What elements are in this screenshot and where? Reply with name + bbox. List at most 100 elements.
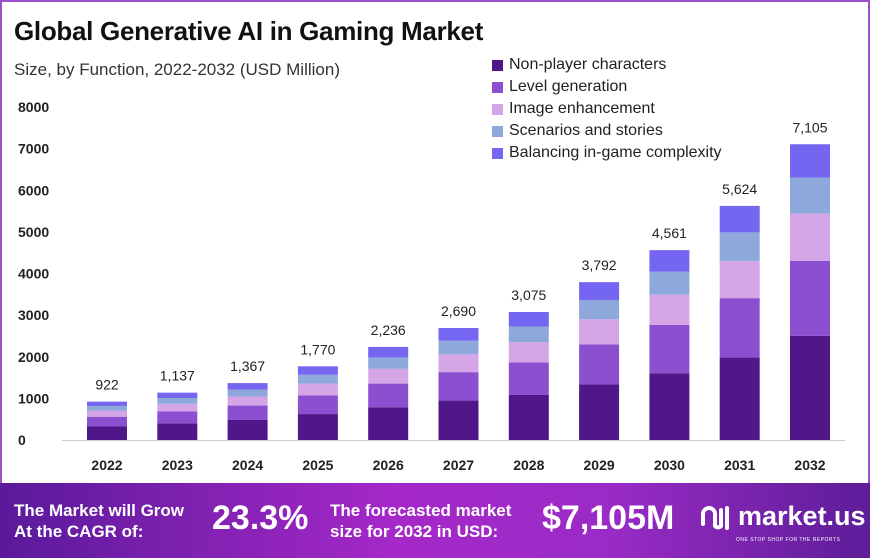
total-label: 5,624 xyxy=(722,181,757,197)
legend-label: Non-player characters xyxy=(509,56,667,73)
bar-segment xyxy=(719,232,760,261)
legend-item: Image enhancement xyxy=(492,98,722,120)
bar-segment xyxy=(508,342,549,363)
total-label: 1,770 xyxy=(300,341,335,357)
bar-segment xyxy=(438,340,479,355)
bar-segment xyxy=(579,319,620,345)
summary-banner: The Market will Grow At the CAGR of: 23.… xyxy=(0,483,870,558)
x-tick-label: 2023 xyxy=(162,457,193,473)
total-label: 2,236 xyxy=(371,322,406,338)
bar-segment xyxy=(719,298,760,358)
chart-title: Global Generative AI in Gaming Market xyxy=(14,16,484,46)
bar-segment xyxy=(438,400,479,440)
bar-segment xyxy=(368,407,409,440)
bar-segment xyxy=(508,362,549,395)
forecast-label-line2: size for 2032 in USD: xyxy=(330,522,499,541)
bar-segment xyxy=(87,410,127,417)
market-us-logo: market.us ONE STOP SHOP FOR THE REPORTS xyxy=(700,501,866,543)
x-tick-label: 2031 xyxy=(724,457,755,473)
y-tick-label: 6000 xyxy=(18,182,49,198)
legend-label: Level generation xyxy=(509,78,628,95)
stacked-bar-chart: 0 1000 2000 3000 4000 5000 6000 7000 8000 922 2022… xyxy=(18,99,845,473)
total-label: 3,792 xyxy=(582,257,617,273)
total-label: 922 xyxy=(95,377,119,393)
bar-segment xyxy=(297,383,338,396)
total-label: 4,561 xyxy=(652,225,687,241)
cagr-label-line2: At the CAGR of: xyxy=(14,522,144,541)
bar-segment xyxy=(227,389,268,397)
bar-segment xyxy=(87,416,127,427)
bar-segment xyxy=(719,260,760,299)
bar-segment xyxy=(719,357,760,440)
x-tick-label: 2032 xyxy=(794,457,825,473)
bar-segment xyxy=(508,312,549,327)
legend-label: Balancing in-game complexity xyxy=(509,144,722,161)
y-tick-label: 2000 xyxy=(18,349,49,365)
x-tick-label: 2026 xyxy=(373,457,404,473)
x-tick-label: 2028 xyxy=(513,457,544,473)
bar-segment xyxy=(579,299,620,320)
chart-subtitle: Size, by Function, 2022-2032 (USD Millio… xyxy=(14,60,340,79)
cagr-label-line1: The Market will Grow xyxy=(14,501,185,520)
bar-segment xyxy=(508,326,549,343)
bar-segment xyxy=(579,282,620,300)
bar-segment xyxy=(157,398,198,404)
bar-segment xyxy=(649,324,690,374)
bar-segment xyxy=(227,383,268,390)
x-tick-label: 2027 xyxy=(443,457,474,473)
bar-segment xyxy=(227,396,268,406)
bar-segment xyxy=(157,403,198,412)
bar-segment xyxy=(579,344,620,385)
y-tick-label: 0 xyxy=(18,432,26,448)
legend-swatch xyxy=(492,125,503,137)
forecast-value: $7,105M xyxy=(542,499,675,537)
legend-item: Balancing in-game complexity xyxy=(492,142,722,164)
x-tick-label: 2025 xyxy=(302,457,333,473)
bar-segment xyxy=(719,205,760,233)
legend: Non-player characters Level generation Ima… xyxy=(492,54,722,164)
legend-item: Scenarios and stories xyxy=(492,120,722,142)
cagr-label: The Market will Grow At the CAGR of: xyxy=(14,500,184,542)
bar-segment xyxy=(649,250,690,272)
bar-segment xyxy=(438,354,479,373)
bar-segment xyxy=(790,213,830,261)
legend-label: Image enhancement xyxy=(509,100,655,117)
y-tick-label: 8000 xyxy=(18,99,49,115)
bar-segment xyxy=(579,384,620,440)
total-label: 3,075 xyxy=(511,287,546,303)
bar-segment xyxy=(368,368,409,384)
bar-segment xyxy=(790,144,830,178)
x-tick-label: 2030 xyxy=(654,457,685,473)
forecast-label-line1: The forecasted market xyxy=(330,501,512,520)
bar-segment xyxy=(790,177,830,214)
bar-segment xyxy=(227,419,268,440)
bar-segment xyxy=(87,426,127,440)
logo-text: market.us xyxy=(738,501,866,531)
legend-swatch xyxy=(492,81,503,93)
legend-swatch xyxy=(492,103,503,115)
logo-tagline: ONE STOP SHOP FOR THE REPORTS xyxy=(736,537,841,543)
bar-segment xyxy=(227,405,268,420)
bar-segment xyxy=(297,395,338,415)
total-label: 7,105 xyxy=(792,119,827,135)
bar-segment xyxy=(87,405,127,411)
y-tick-label: 5000 xyxy=(18,224,49,240)
y-tick-label: 7000 xyxy=(18,141,49,157)
legend-item: Non-player characters xyxy=(492,54,722,76)
forecast-label: The forecasted market size for 2032 in U… xyxy=(330,500,511,542)
bar-segment xyxy=(297,366,338,375)
bar-segment xyxy=(368,357,409,369)
logo-icon xyxy=(701,505,729,530)
x-tick-label: 2029 xyxy=(584,457,615,473)
bar-segment xyxy=(790,260,830,336)
total-label: 1,367 xyxy=(230,358,265,374)
bar-segment xyxy=(649,373,690,440)
legend-swatch xyxy=(492,59,503,71)
bar-segment xyxy=(157,423,198,440)
legend-item: Level generation xyxy=(492,76,722,98)
x-tick-label: 2024 xyxy=(232,457,263,473)
bar-segment xyxy=(87,401,127,406)
bar-segment xyxy=(508,394,549,440)
y-tick-label: 3000 xyxy=(18,307,49,323)
bar-segment xyxy=(297,414,338,440)
